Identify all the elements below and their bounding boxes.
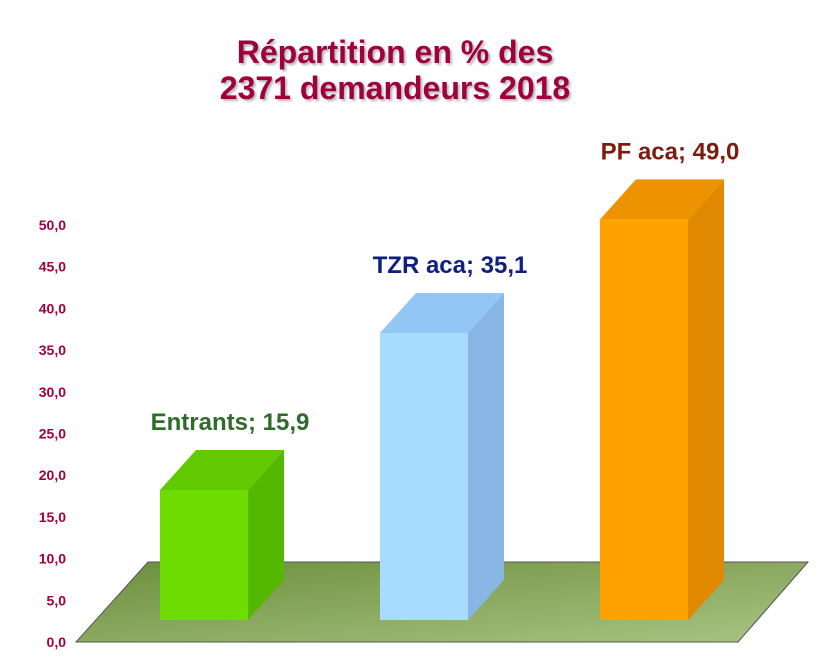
bar-entrants (160, 450, 284, 620)
bar-front (600, 219, 688, 620)
bar-top (160, 450, 284, 490)
bar-front (380, 333, 468, 620)
y-tick-label: 25,0 (39, 426, 66, 442)
y-tick-label: 5,0 (47, 592, 67, 608)
bar-side (688, 179, 724, 620)
chart-title-line-1: Répartition en % des (236, 34, 554, 70)
bar-pf-aca (600, 179, 724, 620)
chart-title-line-2: 2371 demandeurs 2018 (219, 70, 571, 106)
y-tick-label: 45,0 (39, 259, 66, 275)
data-label: TZR aca; 35,1 (373, 252, 528, 279)
y-tick-label: 20,0 (39, 467, 66, 483)
bars (160, 179, 724, 620)
y-tick-label: 50,0 (39, 217, 66, 233)
data-label: Entrants; 15,9 (151, 409, 310, 436)
bar-side (468, 293, 504, 620)
bar-top (380, 293, 504, 334)
y-tick-label: 0,0 (47, 634, 67, 650)
y-tick-label: 35,0 (39, 342, 66, 358)
bar-front (160, 490, 248, 620)
data-labels: Entrants; 15,9 TZR aca; 35,1 PF aca; 49,0 (151, 138, 740, 436)
bar-side (248, 450, 284, 620)
y-tick-label: 10,0 (39, 551, 66, 567)
y-tick-label: 40,0 (39, 300, 66, 316)
y-tick-label: 30,0 (39, 384, 66, 400)
data-label: PF aca; 49,0 (601, 138, 740, 165)
bar-top (600, 179, 724, 220)
y-axis-ticks: 0,0 5,0 10,0 15,0 20,0 25,0 30,0 35,0 40,0 45,0 50… (39, 217, 66, 650)
bar-tzr-aca (380, 293, 504, 620)
y-tick-label: 15,0 (39, 509, 66, 525)
